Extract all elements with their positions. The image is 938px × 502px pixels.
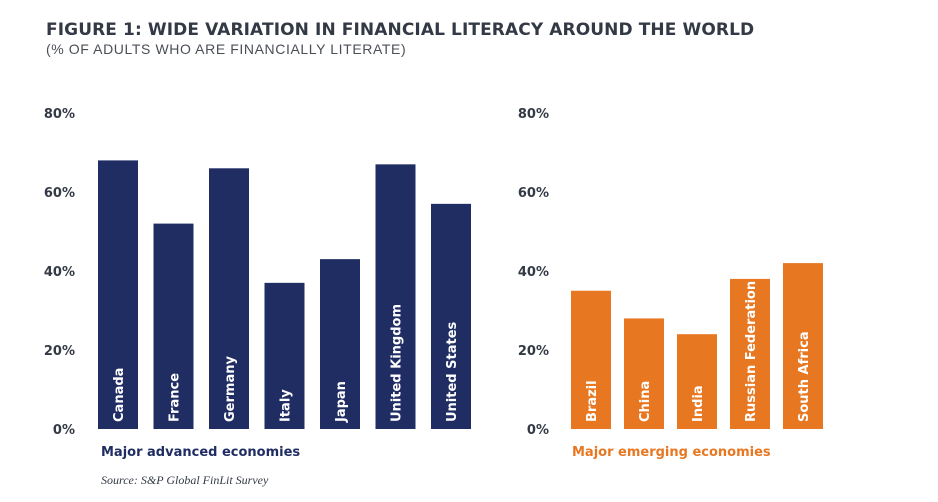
- bar-russian-federation: [730, 278, 770, 429]
- bar-india: [677, 334, 717, 429]
- figure-subtitle: (% OF ADULTS WHO ARE FINANCIALLY LITERAT…: [46, 41, 407, 57]
- y-tick-label: 60%: [518, 186, 549, 201]
- bar-label-japan: Japan: [334, 381, 349, 423]
- figure-title: FIGURE 1: WIDE VARIATION IN FINANCIAL LI…: [46, 20, 755, 40]
- y-tick-label: 0%: [527, 423, 549, 438]
- bar-united-kingdom: [375, 164, 416, 429]
- bar-label-russian-federation: Russian Federation: [744, 281, 759, 422]
- y-tick-label: 80%: [518, 107, 549, 122]
- panel-title-emerging: Major emerging economies: [572, 445, 771, 460]
- source-note: Source: S&P Global FinLit Survey: [101, 473, 269, 487]
- y-tick-label: 40%: [518, 265, 549, 280]
- bar-china: [624, 318, 664, 429]
- bar-canada: [98, 160, 138, 429]
- panel-title-advanced: Major advanced economies: [101, 445, 300, 460]
- bar-label-brazil: Brazil: [585, 380, 600, 422]
- bar-label-india: India: [691, 385, 706, 422]
- bar-germany: [209, 168, 249, 430]
- y-tick-label: 80%: [44, 107, 75, 122]
- bar-japan: [320, 259, 360, 429]
- bar-south-africa: [783, 263, 823, 429]
- y-tick-label: 20%: [44, 344, 75, 359]
- chart-panel-emerging: 0% 20% 40% 60% 80% Brazil China India Russian Fe…: [518, 107, 823, 460]
- y-tick-label: 0%: [53, 423, 75, 438]
- bar-label-italy: Italy: [279, 389, 294, 422]
- bar-label-canada: Canada: [112, 368, 127, 422]
- bar-label-united-states: United States: [445, 321, 460, 422]
- y-tick-label: 20%: [518, 344, 549, 359]
- bar-italy: [264, 282, 305, 429]
- bar-label-germany: Germany: [223, 356, 238, 422]
- bar-label-united-kingdom: United Kingdom: [390, 304, 405, 422]
- y-tick-label: 40%: [44, 265, 75, 280]
- bar-label-south-africa: South Africa: [797, 331, 812, 422]
- bar-brazil: [571, 290, 611, 429]
- bar-france: [153, 223, 194, 429]
- bar-label-china: China: [638, 381, 653, 422]
- y-tick-label: 60%: [44, 186, 75, 201]
- chart-panel-advanced: 0% 20% 40% 60% 80% Canada France Germany Italy Ja…: [44, 107, 471, 460]
- bar-united-states: [431, 203, 471, 429]
- bar-label-france: France: [168, 373, 183, 422]
